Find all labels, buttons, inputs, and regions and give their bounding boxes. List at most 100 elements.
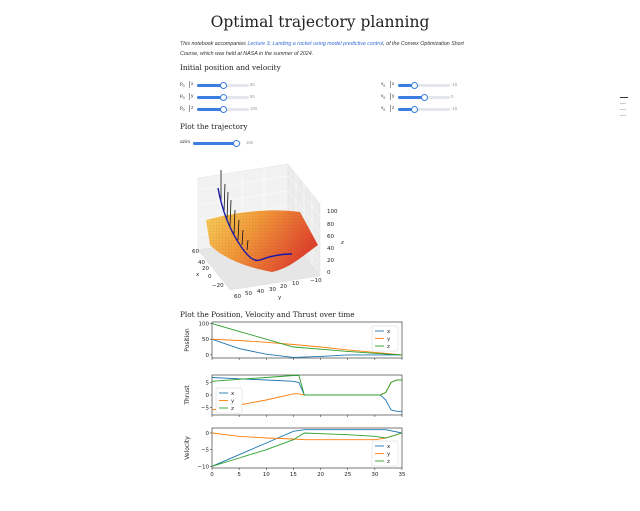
slider-track[interactable] [398, 94, 450, 102]
thrust-vectors [220, 170, 249, 251]
slider-label: p0 [180, 82, 185, 88]
x-tick-label: 10 [263, 472, 270, 478]
y-tick: 30 [269, 287, 276, 293]
slider-v0-x[interactable]: v0 x -10 [381, 81, 461, 90]
axis-label: y [392, 94, 395, 99]
y-tick: 50 [245, 291, 252, 297]
z-tick: 20 [327, 258, 334, 264]
section-time-heading: Plot the Position, Velocity and Thrust o… [180, 310, 355, 319]
y-tick: 10 [292, 281, 299, 287]
y-tick-label: 5 [206, 381, 210, 387]
y-tick-label: 0 [206, 431, 210, 437]
legend-label: z [387, 344, 390, 350]
legend-box [371, 440, 399, 467]
legend-box [215, 387, 243, 414]
y-tick-label: −5 [201, 448, 210, 454]
slider-v0-y[interactable]: v0 y 0 [381, 93, 461, 102]
slider-track[interactable] [197, 82, 249, 90]
toc-item[interactable] [620, 114, 626, 116]
axis-label: x [191, 82, 194, 87]
toc-item[interactable] [620, 97, 628, 99]
slider-value: 50 [250, 82, 255, 87]
series-x-line [211, 429, 403, 467]
series-x-line [211, 338, 402, 358]
legend-label: z [231, 406, 234, 412]
toc-item[interactable] [620, 102, 626, 104]
z-axis-label: z [341, 240, 344, 246]
slider-value: -10 [451, 82, 458, 87]
slider-track[interactable] [197, 94, 249, 102]
y-tick-label: 50 [202, 337, 209, 343]
slider-handle[interactable] [421, 94, 428, 102]
slider-track[interactable] [398, 82, 450, 90]
slider-track[interactable] [398, 106, 450, 114]
slider-label: azim [180, 140, 191, 145]
x-axis-label: x [196, 272, 200, 278]
y-tick-label: 100 [199, 322, 210, 328]
lecture-link[interactable]: Lecture 3, Landing a rocket using model … [247, 41, 384, 47]
slider-value: 50 [250, 94, 255, 99]
slider-v0-z[interactable]: v0 z -10 [381, 105, 461, 114]
y-axis-label: Thrust [184, 385, 191, 406]
axis-label: z [392, 106, 395, 111]
series-z-line [211, 323, 403, 356]
toc-item[interactable] [620, 108, 626, 110]
z-tick: 40 [327, 246, 334, 252]
slider-p0-x[interactable]: p0 x 50 [180, 81, 260, 90]
x-tick: 40 [198, 260, 205, 266]
slider-p0-z[interactable]: p0 z 100 [180, 105, 264, 114]
z-tick: 60 [327, 234, 334, 240]
slider-value: 160 [246, 140, 253, 145]
series-y-line [211, 432, 403, 441]
y-tick: 40 [257, 289, 264, 295]
x-tick-label: 5 [237, 472, 241, 478]
table-of-contents[interactable] [620, 97, 630, 120]
slider-p0-y[interactable]: p0 y 50 [180, 93, 260, 102]
axis-label: y [191, 94, 194, 99]
legend-label: z [387, 459, 390, 465]
slider-azim[interactable]: azim 160 [180, 139, 260, 148]
slider-handle[interactable] [410, 82, 418, 90]
plot-frame [211, 427, 403, 469]
x-tick-label: 20 [317, 472, 324, 478]
slider-label: p0 [180, 106, 185, 112]
legend-label: x [387, 444, 391, 450]
legend: xyz [371, 440, 399, 467]
slider-handle[interactable] [220, 106, 227, 114]
x-tick-label: 35 [399, 472, 406, 478]
series-y-line [211, 338, 403, 356]
slider-track[interactable] [197, 106, 249, 114]
intro-text: This notebook accompanies [180, 41, 248, 47]
legend-label: x [387, 329, 391, 335]
legend: xyz [371, 325, 399, 352]
slider-handle[interactable] [410, 106, 418, 114]
slider-label: v0 [381, 82, 386, 88]
slider-track[interactable] [193, 140, 241, 148]
y-tick: 60 [234, 294, 241, 300]
legend-label: y [231, 399, 235, 405]
y-tick-label: 0 [206, 353, 210, 359]
intro-paragraph: This notebook accompanies Lecture 3, Lan… [180, 39, 470, 59]
y-tick-label: −5 [201, 406, 210, 412]
slider-label: v0 [381, 106, 386, 112]
slider-label: v0 [381, 94, 386, 100]
y-tick-label: −10 [197, 464, 209, 470]
trajectory-3d-plot: 100 80 60 40 20 0 −10 z 60 40 20 0 −20 x… [192, 163, 344, 301]
page-title: Optimal trajectory planning [210, 13, 430, 31]
slider-handle[interactable] [233, 140, 241, 148]
z-tick: 80 [327, 222, 334, 228]
slider-handle[interactable] [220, 94, 227, 102]
legend-label: y [387, 452, 391, 458]
legend-box [371, 325, 399, 352]
series-z-line [211, 432, 403, 467]
x-tick: 20 [202, 266, 209, 272]
slider-handle[interactable] [220, 82, 227, 90]
chart-position: 100 50 0 Position xyz [184, 322, 403, 360]
z-tick: 0 [327, 270, 331, 276]
y-axis-label: Position [184, 328, 191, 352]
axis-label: x [392, 82, 395, 87]
slider-value: 0 [451, 94, 454, 99]
legend-label: x [231, 391, 235, 397]
